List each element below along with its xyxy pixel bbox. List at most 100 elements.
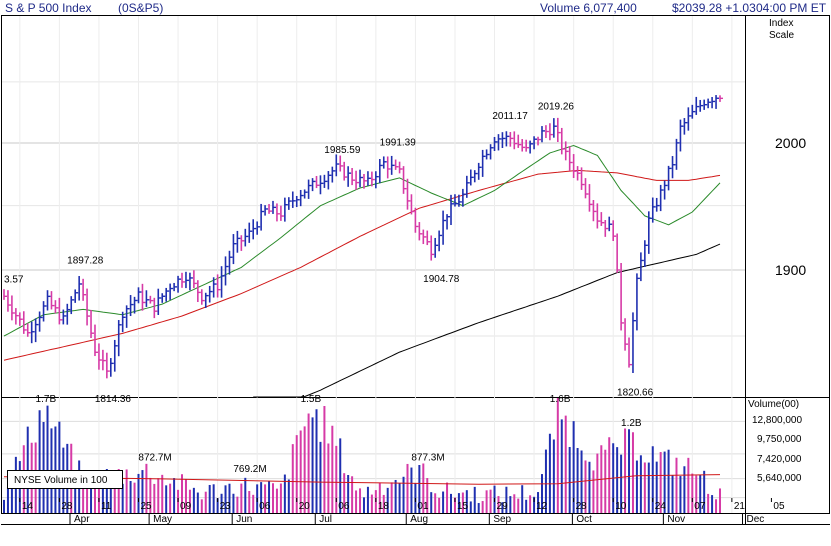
month-label: Oct <box>576 514 592 525</box>
price-bar <box>485 149 490 160</box>
price-bar <box>616 233 621 273</box>
price-bar <box>363 174 367 189</box>
price-bar <box>707 98 712 109</box>
price-bar <box>375 171 379 189</box>
price-bar <box>497 134 502 151</box>
price-annotation: 1814.36 <box>95 394 132 405</box>
price-bar <box>315 175 320 189</box>
price-bar <box>584 178 589 199</box>
price-bar <box>62 309 67 325</box>
price-bar <box>572 154 577 179</box>
price-bar <box>7 290 11 312</box>
price-bar <box>181 272 186 288</box>
price-bar <box>3 289 7 300</box>
price-bar <box>343 161 348 181</box>
price-bar <box>640 252 644 282</box>
day-label: 06 <box>259 501 271 512</box>
price-bar <box>177 275 182 293</box>
volume-legend-box <box>7 470 123 489</box>
price-bar <box>276 203 280 222</box>
price-bar <box>434 237 439 258</box>
price-bar <box>612 220 617 242</box>
price-bar <box>272 200 276 214</box>
price-bar <box>110 358 114 377</box>
price-bar <box>284 197 288 222</box>
day-label: 12 <box>536 501 548 512</box>
price-bar <box>647 211 652 254</box>
price-bar <box>529 140 534 154</box>
volume-axis-title: Volume(00) <box>748 399 799 410</box>
day-label: 25 <box>140 501 152 512</box>
vol-tick-2: 9,750,000 <box>757 434 802 445</box>
price-bar <box>86 288 91 326</box>
price-bar <box>564 141 569 161</box>
price-bar <box>216 274 221 298</box>
price-bar <box>331 166 336 183</box>
y-tick-1900: 1900 <box>775 262 806 278</box>
price-bar <box>26 323 31 337</box>
price-bar <box>568 146 573 171</box>
annotations: 3.57 1897.28 1814.36 1985.59 1991.39 1904.78 2… <box>4 101 654 475</box>
price-bar <box>133 296 138 314</box>
month-label: Dec <box>746 514 764 525</box>
price-bar <box>450 194 455 226</box>
price-bar <box>592 200 597 222</box>
price-bar <box>477 162 482 180</box>
price-bar <box>232 234 237 265</box>
price-bar <box>576 166 581 181</box>
price-bar <box>299 189 304 207</box>
price-bar <box>19 312 23 326</box>
price-bar <box>355 170 360 190</box>
price-bar <box>141 283 146 311</box>
day-label: 23 <box>220 501 232 512</box>
day-label: 29 <box>497 501 509 512</box>
price-bar <box>157 288 162 315</box>
price-bar <box>117 320 122 357</box>
price-bar <box>675 138 680 170</box>
price-bar <box>632 312 636 374</box>
price-annotation: 1820.66 <box>617 388 654 399</box>
price-bar <box>339 155 344 172</box>
price-bar <box>683 118 688 135</box>
price-bar <box>454 194 458 207</box>
day-label: 20 <box>299 501 311 512</box>
day-label: 06 <box>338 501 350 512</box>
price-bar <box>560 127 565 155</box>
month-label: Jun <box>236 514 252 525</box>
price-bar <box>50 291 55 310</box>
price-bar <box>390 155 395 175</box>
price-bar <box>588 184 593 212</box>
price-bar <box>418 222 423 241</box>
price-bar <box>525 139 530 152</box>
price-bar <box>42 301 47 322</box>
price-bar <box>462 188 466 207</box>
price-bar <box>580 167 585 190</box>
price-bar <box>438 230 443 252</box>
vol-tick-3: 7,420,000 <box>757 454 802 465</box>
price-bar <box>228 250 233 275</box>
volume-annotation: 769.2M <box>233 464 266 475</box>
day-label: 21 <box>734 501 746 512</box>
vol-tick-1: 12,800,000 <box>752 415 802 426</box>
price-bar <box>319 175 324 195</box>
price-bar <box>458 194 462 207</box>
price-bar <box>703 99 708 110</box>
price-bar <box>359 169 364 188</box>
day-label: 11 <box>101 501 112 512</box>
volume-legend: NYSE Volume in 100 <box>14 475 108 486</box>
price-bar <box>521 139 526 152</box>
day-label: 14 <box>22 501 34 512</box>
price-bar <box>256 221 261 235</box>
date-axis: 14 28 11 25 09 23 06 20 06 18 01 15 29 12 28 10 24 07 21 05… <box>19 498 785 525</box>
price-bar <box>153 297 158 319</box>
price-annotation: 3.57 <box>4 274 24 285</box>
vol-tick-4: 5,640,000 <box>757 473 802 484</box>
price-bar <box>280 205 284 221</box>
price-bar <box>469 169 474 186</box>
day-label: 28 <box>576 501 588 512</box>
price-bar <box>125 305 130 328</box>
price-bar <box>220 266 225 298</box>
price-bar <box>137 287 142 304</box>
price-bar <box>58 297 63 325</box>
